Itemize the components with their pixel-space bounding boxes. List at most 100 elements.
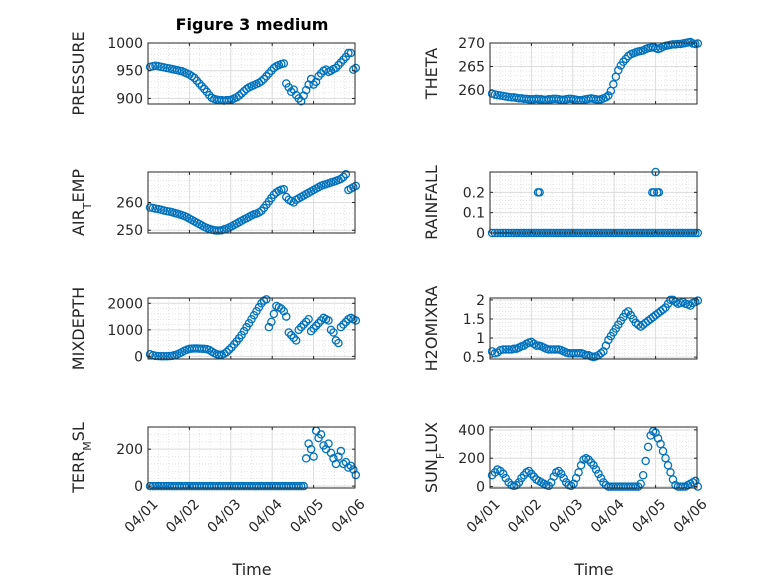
y-tick-label: 0.1: [463, 206, 485, 222]
y-tick-label: 265: [458, 59, 485, 75]
data-point: [346, 48, 356, 58]
data-point: [284, 83, 294, 92]
subplot-h2omixra: 0.5 1 1.5 2 H2OMIXRA: [422, 286, 703, 371]
data-point: [154, 481, 163, 491]
data-point: [551, 345, 561, 354]
y-tick-label: 0: [134, 349, 143, 365]
y-tick-label: 1: [476, 331, 485, 347]
series-markers: [145, 426, 361, 491]
subplot-pressure: 900 950 1000 PRESSURE: [69, 31, 361, 116]
data-point: [633, 320, 643, 329]
data-point: [549, 472, 559, 481]
data-point: [296, 322, 306, 332]
y-tick-label: 200: [458, 451, 485, 467]
y-axis-label: THETA: [422, 48, 441, 100]
series-markers: [487, 427, 703, 491]
data-point: [299, 481, 308, 491]
subplot-rainfall: 0 0.1 0.2 RAINFALL: [422, 165, 703, 242]
data-point: [331, 336, 341, 345]
axes-box: [147, 42, 356, 105]
series-markers: [145, 295, 361, 361]
data-point: [663, 461, 673, 470]
data-point: [159, 481, 168, 491]
y-tick-label: 0.2: [463, 185, 485, 201]
x-axis-label-right: Time: [573, 560, 613, 579]
figure-title: Figure 3 medium: [176, 15, 329, 34]
data-point: [529, 339, 539, 348]
y-axis-label: TERRMSL: [69, 422, 94, 494]
data-point: [643, 442, 653, 452]
data-point: [192, 76, 202, 85]
data-point: [306, 326, 316, 336]
y-tick-label: 1000: [107, 323, 143, 339]
y-tick-label: 0: [476, 480, 485, 496]
y-tick-label: 200: [116, 442, 143, 458]
data-point: [666, 295, 675, 305]
data-point: [282, 192, 291, 202]
data-point: [336, 446, 346, 456]
data-point: [351, 470, 361, 480]
data-point: [257, 77, 266, 86]
axes-box: [147, 297, 356, 360]
data-point: [574, 468, 583, 477]
data-point: [259, 74, 269, 84]
data-point: [264, 69, 274, 78]
data-point: [314, 318, 323, 328]
data-point: [351, 63, 361, 73]
data-point: [339, 320, 348, 329]
axes-box: [489, 297, 698, 360]
data-point: [614, 65, 623, 75]
data-point: [309, 452, 318, 461]
data-point: [304, 314, 313, 324]
axes-box: [147, 426, 356, 489]
data-point: [336, 174, 346, 184]
axes-box: [489, 42, 698, 105]
data-point: [151, 481, 160, 491]
data-point: [658, 446, 668, 456]
data-point: [504, 345, 513, 354]
data-point: [638, 470, 648, 480]
data-point: [237, 89, 246, 98]
data-point: [329, 328, 338, 337]
data-point: [341, 169, 351, 179]
data-point: [262, 72, 271, 81]
subplot-air-temp: 250 260 AIRTEMP: [69, 169, 361, 239]
data-point: [311, 321, 321, 331]
data-point: [267, 317, 276, 327]
y-tick-label: 250: [116, 223, 143, 239]
y-axis-label: MIXDEPTH: [69, 287, 88, 370]
data-point: [621, 54, 631, 64]
data-point: [336, 58, 346, 67]
data-point: [262, 295, 271, 304]
axes-box: [489, 426, 698, 489]
data-point: [514, 478, 524, 487]
data-point: [279, 59, 289, 68]
y-tick-label: 2: [476, 293, 485, 309]
data-point: [619, 57, 628, 67]
data-point: [501, 345, 510, 354]
data-point: [589, 461, 598, 470]
data-point: [661, 453, 670, 463]
y-tick-label: 950: [116, 64, 143, 80]
data-point: [156, 481, 166, 491]
data-point: [224, 345, 234, 354]
data-point: [498, 469, 508, 479]
data-point: [279, 184, 289, 194]
data-point: [501, 473, 510, 483]
data-point: [162, 351, 171, 361]
data-point: [574, 349, 583, 358]
y-tick-label: 1000: [107, 36, 143, 52]
subplot-mixdepth: 0 1000 2000 MIXDEPTH: [69, 287, 361, 370]
data-point: [277, 304, 286, 313]
data-point: [145, 481, 155, 491]
data-point: [351, 181, 361, 191]
data-point: [535, 188, 544, 197]
y-tick-label: 0.5: [463, 350, 485, 366]
data-point: [621, 308, 631, 318]
data-point: [284, 328, 294, 337]
y-tick-label: 260: [116, 196, 143, 212]
data-point: [279, 307, 289, 316]
data-point: [291, 336, 301, 345]
data-point: [504, 92, 513, 102]
y-tick-label: 260: [458, 83, 485, 99]
